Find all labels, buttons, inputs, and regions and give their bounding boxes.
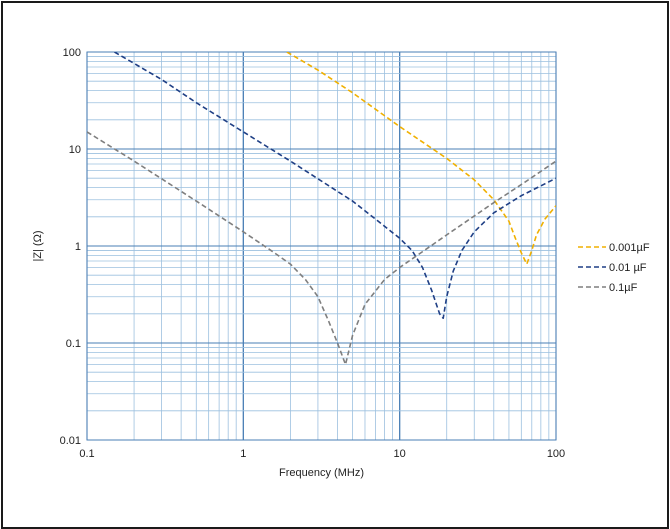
series-line-1	[114, 52, 556, 319]
x-tick-label: 100	[547, 448, 565, 460]
x-tick-label: 1	[240, 448, 246, 460]
legend: 0.001µF 0.01 µF 0.1µF	[578, 242, 650, 294]
y-tick-label: 0.1	[66, 338, 81, 350]
legend-label: 0.1µF	[609, 282, 638, 294]
x-tick-label: 0.1	[79, 448, 94, 460]
y-tick-label: 10	[69, 144, 81, 156]
series-line-2	[87, 131, 556, 366]
legend-label: 0.01 µF	[609, 262, 647, 274]
x-tick-label: 10	[394, 448, 406, 460]
series-layer	[87, 52, 556, 366]
y-axis-label: |Z| (Ω)	[32, 230, 44, 261]
x-axis-label: Frequency (MHz)	[279, 467, 364, 479]
plot-area	[86, 51, 557, 441]
y-tick-label: 0.01	[60, 435, 81, 447]
grid	[86, 51, 557, 441]
legend-label: 0.001µF	[609, 242, 650, 254]
y-tick-label: 1	[75, 241, 81, 253]
y-tick-label: 100	[63, 47, 81, 59]
series-line-0	[286, 52, 556, 265]
